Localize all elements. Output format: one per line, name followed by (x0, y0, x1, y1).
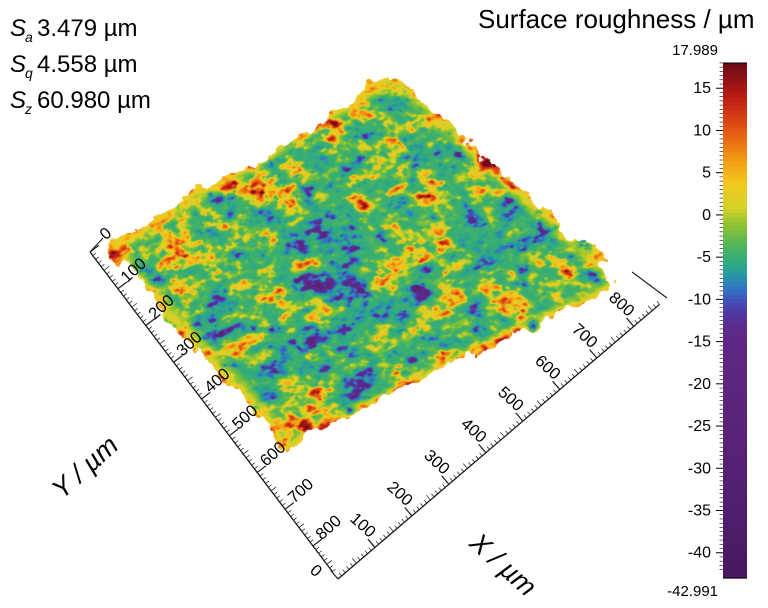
svg-text:a: a (25, 29, 33, 45)
svg-text:-30: -30 (688, 460, 711, 477)
svg-text:700: 700 (285, 475, 318, 507)
svg-text:Surface roughness / µm: Surface roughness / µm (478, 4, 755, 34)
svg-text:5: 5 (702, 165, 711, 182)
svg-text:4.558 µm: 4.558 µm (37, 51, 138, 78)
svg-text:400: 400 (201, 365, 234, 397)
svg-text:400: 400 (457, 415, 490, 447)
svg-text:500: 500 (229, 402, 262, 434)
svg-text:15: 15 (693, 80, 711, 97)
svg-text:700: 700 (568, 320, 601, 352)
svg-text:-40: -40 (688, 545, 711, 562)
svg-text:10: 10 (693, 122, 711, 139)
svg-text:0: 0 (96, 224, 115, 244)
svg-text:300: 300 (173, 328, 206, 360)
svg-text:300: 300 (420, 446, 453, 478)
svg-text:S: S (10, 87, 26, 114)
svg-text:q: q (25, 65, 33, 81)
svg-text:100: 100 (346, 510, 379, 542)
svg-text:17.989: 17.989 (672, 42, 718, 59)
svg-text:S: S (10, 15, 26, 42)
svg-text:Y / µm: Y / µm (46, 430, 124, 505)
svg-text:X / µm: X / µm (463, 526, 542, 602)
svg-text:200: 200 (145, 291, 178, 323)
svg-text:200: 200 (383, 478, 416, 510)
svg-text:z: z (24, 101, 32, 117)
svg-text:600: 600 (531, 352, 564, 384)
svg-text:800: 800 (605, 289, 638, 321)
svg-text:-10: -10 (688, 291, 711, 308)
svg-text:3.479 µm: 3.479 µm (37, 15, 138, 42)
svg-text:0: 0 (306, 561, 325, 581)
svg-text:0: 0 (702, 207, 711, 224)
svg-text:500: 500 (494, 383, 527, 415)
svg-text:-15: -15 (688, 334, 711, 351)
svg-text:800: 800 (312, 512, 345, 544)
svg-text:-5: -5 (697, 249, 711, 266)
svg-text:100: 100 (117, 255, 150, 287)
svg-text:60.980 µm: 60.980 µm (37, 87, 151, 114)
svg-text:-25: -25 (688, 418, 711, 435)
svg-text:-42.991: -42.991 (667, 583, 718, 600)
svg-text:-35: -35 (688, 503, 711, 520)
svg-text:S: S (10, 51, 26, 78)
svg-text:600: 600 (257, 438, 290, 470)
svg-text:-20: -20 (688, 376, 711, 393)
